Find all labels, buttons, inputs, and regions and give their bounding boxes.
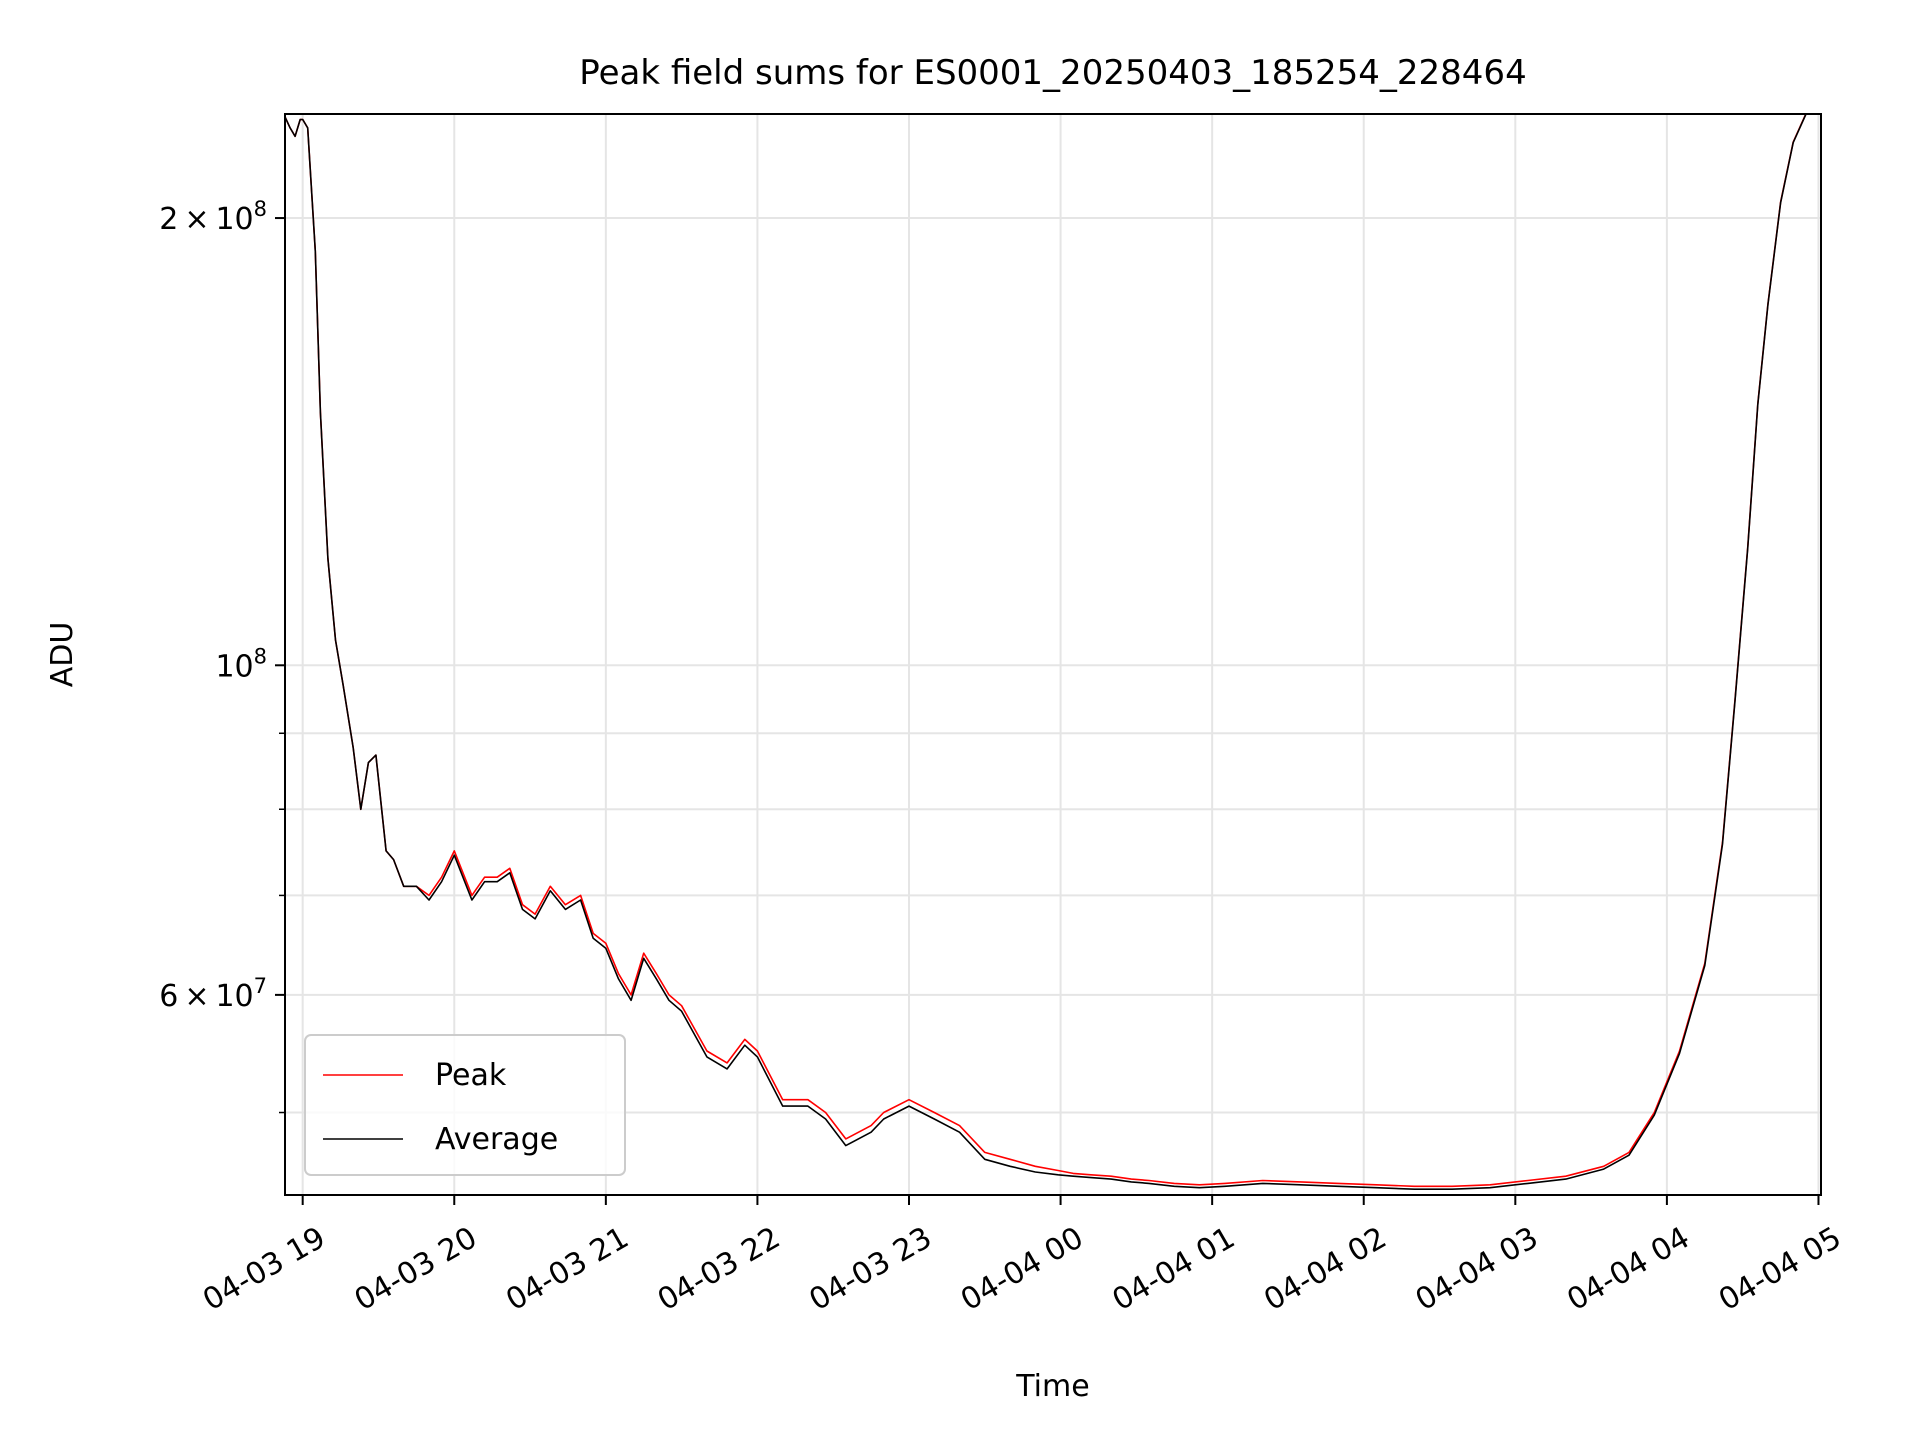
series-lines xyxy=(285,114,1809,1190)
chart-title: Peak field sums for ES0001_20250403_1852… xyxy=(579,53,1526,93)
y-tick-label: 6 × 107 xyxy=(159,974,267,1014)
x-axis-label: Time xyxy=(1015,1369,1089,1404)
y-axis-label: ADU xyxy=(45,622,80,688)
legend-label-peak: Peak xyxy=(435,1058,507,1093)
y-tick-label: 108 xyxy=(215,644,267,684)
legend-label-average: Average xyxy=(435,1122,558,1157)
legend: Peak Average xyxy=(304,1034,626,1176)
y-tick-label: 2 × 108 xyxy=(159,197,267,237)
series-line-average xyxy=(285,114,1809,1190)
grid-lines xyxy=(285,114,1821,1195)
plot-frame xyxy=(284,113,1822,1196)
legend-box xyxy=(304,1034,626,1176)
